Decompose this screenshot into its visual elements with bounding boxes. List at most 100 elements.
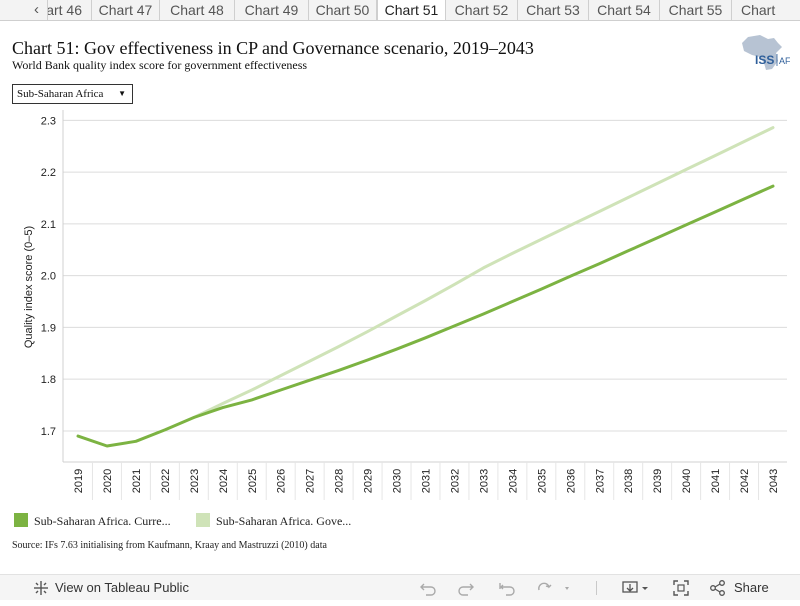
data-point-governance[interactable] [450,280,458,288]
x-tick-label: 2019 [73,469,85,493]
tab-chart-49[interactable]: Chart 49 [235,0,309,20]
data-point-current-path[interactable] [161,426,169,434]
data-point-governance[interactable] [682,166,690,174]
tab-chart-52[interactable]: Chart 52 [446,0,518,20]
data-point-governance[interactable] [248,386,256,394]
data-point-governance[interactable] [711,152,719,160]
y-tick-label: 1.9 [41,322,56,334]
data-point-current-path[interactable] [248,396,256,404]
data-point-governance[interactable] [508,249,516,257]
share-label: Share [734,580,769,595]
data-point-governance[interactable] [422,296,430,304]
data-point-governance[interactable] [335,343,343,351]
x-tick-label: 2026 [276,469,288,493]
caret-down-icon: ▼ [118,89,126,98]
tab-chart-55[interactable]: Chart 55 [660,0,732,20]
y-tick-label: 2.3 [41,115,56,127]
data-point-governance[interactable] [277,372,285,380]
data-point-governance[interactable] [479,264,487,272]
data-point-current-path[interactable] [306,376,314,384]
source-note: Source: IFs 7.63 initialising from Kaufm… [12,540,327,551]
y-tick-label: 2.0 [41,271,56,283]
data-point-governance[interactable] [537,235,545,243]
tab-chart-48[interactable]: Chart 48 [160,0,235,20]
redo-icon [458,583,474,596]
x-tick-label: 2031 [421,469,433,493]
data-point-current-path[interactable] [277,386,285,394]
x-tick-label: 2025 [247,469,259,493]
data-point-current-path[interactable] [566,272,574,280]
x-tick-label: 2036 [565,469,577,493]
x-tick-label: 2033 [478,469,490,493]
x-tick-label: 2028 [334,469,346,493]
data-point-current-path[interactable] [595,260,603,268]
x-tick-label: 2029 [363,469,375,493]
data-point-current-path[interactable] [393,345,401,353]
data-point-governance[interactable] [653,180,661,188]
data-point-current-path[interactable] [219,404,227,412]
tab-chart-51[interactable]: Chart 51 [377,0,446,20]
data-point-current-path[interactable] [624,247,632,255]
data-point-current-path[interactable] [537,285,545,293]
data-point-current-path[interactable] [103,442,111,450]
data-point-current-path[interactable] [335,366,343,374]
data-point-current-path[interactable] [190,413,198,421]
data-point-governance[interactable] [566,221,574,229]
page-title: Chart 51: Gov effectiveness in CP and Go… [12,38,534,58]
x-tick-label: 2037 [594,469,606,493]
data-point-governance[interactable] [624,193,632,201]
data-point-current-path[interactable] [74,432,82,440]
revert-icon [499,583,515,596]
undo-button[interactable] [418,575,438,601]
data-point-governance[interactable] [393,312,401,320]
tab-strip: art 46 Chart 47 Chart 48 Chart 49 Chart 50 Ch… [0,0,800,21]
download-button[interactable] [621,575,653,601]
data-point-governance[interactable] [306,357,314,365]
data-point-current-path[interactable] [132,437,140,445]
data-point-current-path[interactable] [740,195,748,203]
data-point-governance[interactable] [740,138,748,146]
x-tick-label: 2023 [189,469,201,493]
legend-label-governance: Sub-Saharan Africa. Gove... [216,514,352,528]
legend-swatch-governance [196,513,210,527]
download-icon [622,581,648,593]
series-line-governance[interactable] [192,126,775,419]
data-point-governance[interactable] [595,207,603,215]
y-tick-label: 2.2 [41,167,56,179]
x-tick-label: 2035 [536,469,548,493]
line-chart: 1.7 1.8 1.9 2.0 2.1 2.2 2.3 2019 2020 2021 2022 202… [41,110,787,500]
region-filter-dropdown[interactable]: Sub-Saharan Africa ▼ [12,84,133,104]
tab-chart-50[interactable]: Chart 50 [309,0,377,20]
data-point-current-path[interactable] [508,298,516,306]
x-tick-label: 2030 [392,469,404,493]
refresh-button[interactable] [535,575,573,601]
data-point-current-path[interactable] [479,310,487,318]
x-tick-label: 2042 [739,469,751,493]
x-tick-label: 2038 [623,469,635,493]
toolbar-separator [596,581,597,595]
x-tick-label: 2040 [681,469,693,493]
data-point-current-path[interactable] [769,182,777,190]
revert-button[interactable] [497,575,517,601]
tab-chart-47[interactable]: Chart 47 [92,0,160,20]
series-line-current-path[interactable] [76,184,775,448]
y-tick-label: 1.7 [41,426,56,438]
chevron-left-icon[interactable]: ‹ [26,0,48,20]
data-point-governance[interactable] [769,124,777,132]
tab-chart-53[interactable]: Chart 53 [518,0,589,20]
data-point-current-path[interactable] [711,208,719,216]
legend-swatch-current-path [14,513,28,527]
tab-chart-54[interactable]: Chart 54 [589,0,660,20]
data-point-current-path[interactable] [653,234,661,242]
fullscreen-button[interactable] [671,575,691,601]
tab-chart[interactable]: Chart [732,0,800,20]
data-point-current-path[interactable] [364,356,372,364]
data-point-current-path[interactable] [422,334,430,342]
y-tick-label: 1.8 [41,374,56,386]
iss-africa-logo: ISS AFI [742,35,790,70]
data-point-current-path[interactable] [682,221,690,229]
data-point-governance[interactable] [364,328,372,336]
logo-text: ISS [755,53,774,67]
redo-button[interactable] [456,575,476,601]
data-point-current-path[interactable] [450,322,458,330]
